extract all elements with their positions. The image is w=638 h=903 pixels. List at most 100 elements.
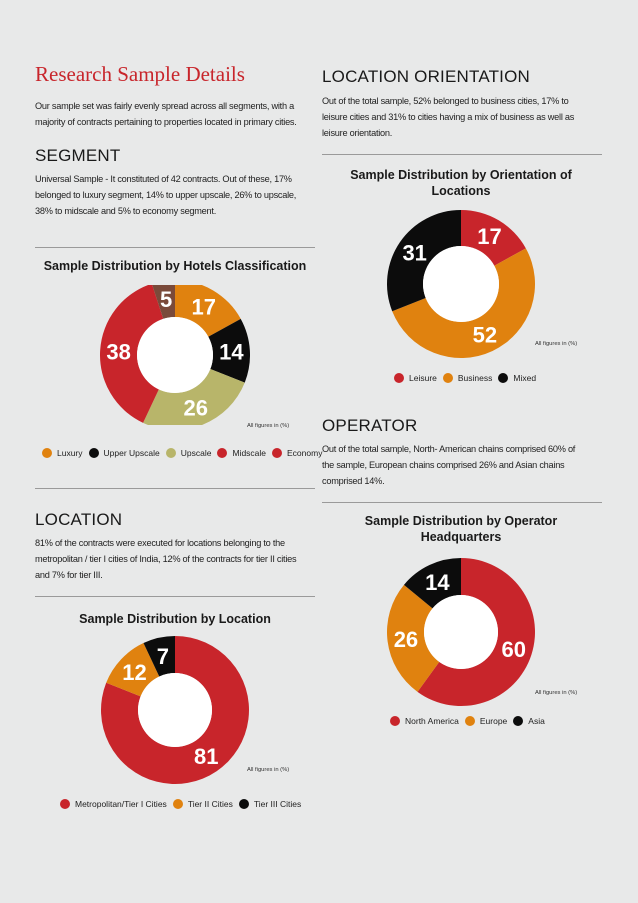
legend-swatch [165, 448, 176, 458]
divider [35, 488, 315, 489]
slice-label-leisure: 17 [477, 224, 501, 249]
legend-item-economy: Economy [272, 448, 322, 458]
legend-swatch [88, 448, 99, 458]
location-paragraph: 81% of the contracts were executed for l… [35, 538, 297, 580]
legend-swatch [442, 373, 453, 383]
slice-label-europe: 26 [394, 627, 418, 652]
slice-business [392, 248, 535, 358]
slice-luxury [175, 285, 241, 337]
legend-item-metropolitan-tier-i-cities: Metropolitan/Tier I Cities [60, 799, 167, 809]
orientation-donut-chart: 17 52 31 [387, 210, 535, 358]
slice-tier-ii-cities [106, 643, 160, 697]
legend-swatch [238, 799, 249, 809]
donut-hole [423, 246, 499, 322]
legend-label: Leisure [409, 373, 437, 383]
legend-swatch [172, 799, 183, 809]
location-legend: Metropolitan/Tier I Cities Tier II Cities… [60, 799, 307, 809]
legend-label: Metropolitan/Tier I Cities [75, 799, 167, 809]
location-donut-chart: 81 12 7 [100, 636, 250, 784]
slice-midscale [100, 285, 164, 423]
legend-item-tier-ii-cities: Tier II Cities [172, 799, 233, 809]
chart-title-orientation: Sample Distribution by Orientation of Lo… [350, 168, 572, 198]
location-orientation-heading: LOCATION ORIENTATION [322, 67, 531, 86]
slice-label-north-america: 60 [502, 637, 526, 662]
slice-metropolitan-tier-i-cities [100, 636, 250, 784]
chart-title-operator: Sample Distribution by Operator Headquar… [364, 514, 558, 544]
slice-label-upper-upscale: 14 [219, 339, 244, 364]
operator-donut-chart: 60 26 14 [387, 558, 535, 706]
operator-legend: North America Europe Asia [390, 716, 551, 726]
intro-paragraph: Our sample set was fairly evenly spread … [35, 101, 297, 127]
legend-item-north-america: North America [390, 716, 459, 726]
chart-note: All figures in (%) [535, 690, 578, 696]
document-title: Research Sample Details [35, 62, 245, 86]
slice-europe [387, 584, 440, 692]
legend-item-midscale: Midscale [217, 448, 266, 458]
segment-paragraph: Universal Sample - It constituted of 42 … [35, 174, 297, 216]
chart-note: All figures in (%) [247, 767, 290, 773]
slice-leisure [461, 210, 526, 266]
chart-title-classification: Sample Distribution by Hotels Classifica… [43, 259, 307, 273]
slice-label-tier-iii-cities: 7 [157, 644, 169, 669]
slice-tier-iii-cities [143, 636, 175, 677]
legend-swatch [217, 448, 228, 458]
legend-swatch [390, 716, 400, 726]
chart-title-location: Sample Distribution by Location [79, 612, 271, 626]
legend-swatch [513, 716, 524, 726]
slice-economy [152, 285, 175, 319]
slice-label-mixed: 31 [402, 241, 426, 266]
legend-item-tier-iii-cities: Tier III Cities [238, 799, 301, 809]
chart-note: All figures in (%) [247, 423, 290, 429]
legend-label: Mixed [513, 373, 537, 383]
donut-hole [137, 317, 213, 393]
legend-label: Business [457, 373, 493, 383]
segment-heading: SEGMENT [35, 146, 121, 165]
legend-item-mixed: Mixed [498, 373, 536, 383]
legend-swatch [498, 373, 509, 383]
legend-label: Economy [287, 448, 323, 458]
legend-item-business: Business [442, 373, 493, 383]
slice-mixed [387, 210, 461, 312]
legend-item-upper-upscale: Upper Upscale [88, 448, 160, 458]
legend-swatch [394, 373, 404, 383]
legend-item-leisure: Leisure [394, 373, 437, 383]
legend-swatch [60, 799, 70, 809]
legend-label: North America [405, 716, 459, 726]
slice-label-asia: 14 [425, 570, 450, 595]
legend-label: Upper Upscale [103, 448, 160, 458]
legend-item-upscale: Upscale [165, 448, 212, 458]
donut-hole [138, 673, 212, 747]
slice-asia [403, 558, 461, 609]
slice-label-upscale: 26 [184, 396, 208, 421]
legend-label: Upscale [180, 448, 212, 458]
legend-swatch [464, 716, 475, 726]
divider [35, 247, 315, 248]
legend-label: Europe [479, 716, 508, 726]
slice-north-america [417, 558, 535, 706]
classification-legend: Luxury Upper Upscale Upscale Midscale Econom… [42, 448, 328, 458]
slice-label-midscale: 38 [106, 339, 130, 364]
chart-note: All figures in (%) [535, 341, 578, 347]
operator-heading: OPERATOR [322, 416, 418, 435]
slice-label-metropolitan-tier-i-cities: 81 [194, 744, 218, 769]
slice-label-business: 52 [473, 323, 497, 348]
legend-label: Luxury [57, 448, 83, 458]
slice-label-luxury: 17 [192, 294, 216, 319]
legend-swatch [272, 448, 283, 458]
donut-hole [424, 595, 498, 669]
slice-label-tier-ii-cities: 12 [122, 660, 146, 685]
divider [35, 596, 315, 597]
divider [322, 502, 602, 503]
legend-item-luxury: Luxury [42, 448, 83, 458]
operator-paragraph: Out of the total sample, North- American… [322, 444, 576, 486]
legend-label: Midscale [232, 448, 267, 458]
slice-upscale [143, 368, 245, 425]
legend-item-asia: Asia [513, 716, 545, 726]
slice-label-economy: 5 [160, 287, 172, 312]
orientation-legend: Leisure Business Mixed [394, 373, 542, 383]
slice-upper-upscale [208, 318, 250, 383]
divider [322, 154, 602, 155]
legend-item-europe: Europe [464, 716, 508, 726]
legend-swatch [42, 448, 52, 458]
